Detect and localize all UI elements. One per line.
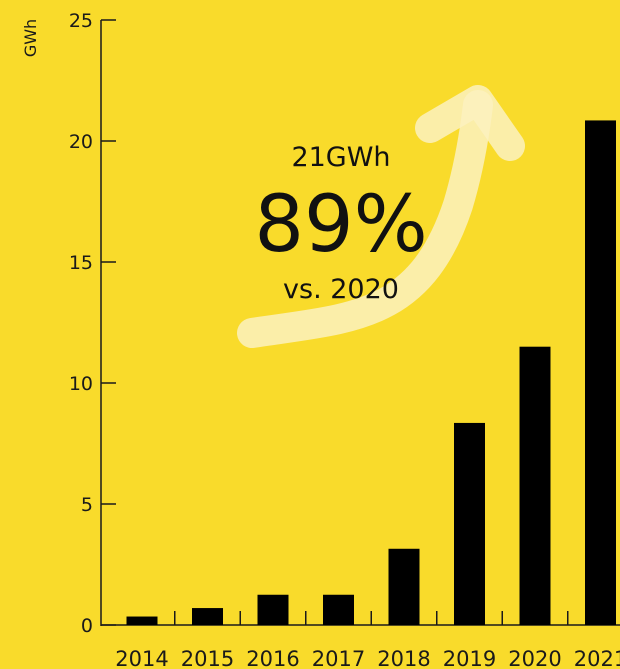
- y-tick-label: 20: [69, 131, 93, 153]
- annotation-percent: 89%: [254, 180, 427, 270]
- x-ticks: 2014 2015 2016 2017 2018 2019 2020 2021: [115, 611, 620, 669]
- growth-arrow-icon: [237, 85, 525, 348]
- y-tick-label: 15: [69, 252, 93, 274]
- bar-2018: [388, 548, 420, 625]
- y-ticks: 0 5 10 15 20 25: [69, 10, 116, 637]
- x-tick-label: 2015: [181, 647, 234, 669]
- bars: [126, 120, 616, 626]
- y-axis-title: GWh: [21, 19, 40, 57]
- y-tick-label: 5: [81, 494, 93, 516]
- y-tick-label: 25: [69, 10, 93, 32]
- bar-2019: [454, 422, 485, 625]
- x-tick-label: 2019: [443, 647, 496, 669]
- x-tick-label: 2020: [508, 647, 561, 669]
- bar-2014: [126, 616, 158, 625]
- x-tick-label: 2017: [312, 647, 365, 669]
- y-tick-label: 0: [81, 615, 93, 637]
- x-tick-label: 2021: [574, 647, 620, 669]
- bar-2017: [323, 594, 354, 625]
- x-tick-label: 2014: [115, 647, 168, 669]
- bar-2020: [519, 346, 551, 625]
- x-tick-label: 2016: [246, 647, 299, 669]
- x-tick-label: 2018: [377, 647, 430, 669]
- annotation-comparison: vs. 2020: [283, 274, 399, 305]
- y-tick-label: 10: [69, 373, 93, 395]
- bar-2015: [192, 608, 223, 625]
- bar-2021: [585, 120, 616, 626]
- annotation-value: 21GWh: [291, 142, 390, 173]
- bar-2016: [257, 594, 289, 625]
